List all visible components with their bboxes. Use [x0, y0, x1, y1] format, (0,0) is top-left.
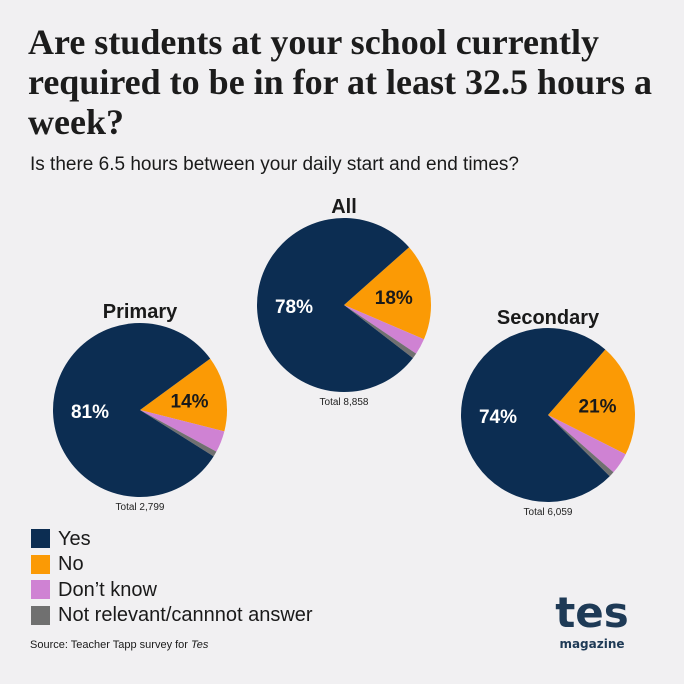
legend-item-yes: Yes [31, 526, 313, 552]
logo-main: tes [555, 588, 629, 637]
slice-not-relevant [140, 410, 217, 457]
slice-yes [460, 328, 610, 502]
slice-dont-know [548, 415, 626, 473]
pie-total: Total 6,059 [524, 507, 573, 518]
slice-no [548, 349, 635, 455]
legend: Yes No Don’t know Not relevant/cannnot a… [31, 526, 313, 628]
pie-total: Total 2,799 [116, 502, 165, 513]
slice-dont-know [344, 305, 424, 354]
legend-item-no: No [31, 552, 313, 578]
slice-not-relevant [548, 415, 614, 477]
chart-title: Are students at your school currently re… [28, 22, 653, 142]
data-label-yes: 74% [479, 407, 517, 428]
legend-label: Not relevant/cannnot answer [58, 604, 313, 627]
legend-item-not-relevant: Not relevant/cannnot answer [31, 603, 313, 629]
legend-swatch [31, 605, 50, 625]
logo-sub: magazine [559, 637, 625, 651]
source-note: Source: Teacher Tapp survey for Tes [30, 639, 208, 652]
pie-primary: Primary 81% 14% Total 2,799 [53, 301, 228, 513]
data-label-yes: 81% [71, 402, 109, 423]
slice-no [140, 358, 228, 432]
source-text: Source: Teacher Tapp survey for [30, 639, 192, 651]
pie-title: All [331, 196, 357, 218]
pie-secondary: Secondary 74% 21% Total 6,059 [460, 307, 635, 518]
slice-dont-know [140, 410, 225, 452]
data-label-no: 21% [579, 396, 617, 417]
source-publication: Tes [191, 639, 209, 651]
pie-title: Secondary [497, 307, 600, 329]
pie-all: All 78% 18% Total 8,858 [257, 196, 431, 408]
tes-magazine-logo: tes magazine [548, 590, 636, 652]
legend-item-dont-know: Don’t know [31, 577, 313, 603]
slice-not-relevant [344, 305, 417, 359]
pie-total: Total 8,858 [320, 397, 369, 408]
data-label-no: 14% [171, 391, 209, 412]
legend-label: Don’t know [58, 578, 157, 601]
data-label-no: 18% [375, 288, 413, 309]
legend-swatch [31, 580, 50, 600]
pie-title: Primary [103, 301, 178, 323]
slice-yes [53, 322, 214, 497]
legend-swatch [31, 554, 50, 574]
slice-no [344, 247, 431, 340]
slice-yes [257, 217, 413, 392]
data-label-yes: 78% [275, 297, 313, 318]
legend-swatch [31, 529, 50, 549]
legend-label: Yes [58, 527, 91, 550]
legend-label: No [58, 553, 84, 576]
chart-subtitle: Is there 6.5 hours between your daily st… [30, 154, 519, 175]
